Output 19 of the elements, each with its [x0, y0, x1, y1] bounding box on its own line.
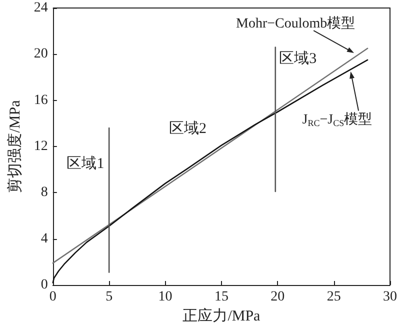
annotation: 区域3	[279, 50, 317, 67]
annotation: 区域2	[168, 120, 206, 138]
x-tick-label: 10	[158, 290, 172, 304]
y-tick-label: 24	[34, 0, 48, 16]
x-tick-label: 5	[106, 290, 113, 304]
y-tick-label: 12	[34, 139, 48, 154]
y-tick-label: 20	[34, 46, 48, 62]
y-tick-label: 8	[40, 185, 48, 200]
x-tick-label: 20	[270, 290, 285, 304]
y-tick-label: 16	[34, 92, 48, 108]
x-tick-label: 15	[214, 290, 228, 304]
y-tick-label: 4	[40, 231, 48, 246]
y-axis-title: 剪切强度/MPa	[6, 100, 24, 193]
x-tick-label: 30	[383, 290, 397, 304]
series-label: Mohr−Coulomb模型	[236, 16, 356, 32]
annotation: 区域1	[66, 154, 104, 172]
x-axis-title: 正应力/MPa	[182, 307, 261, 324]
y-tick-label: 0	[40, 278, 48, 292]
x-tick-label: 25	[326, 290, 341, 304]
